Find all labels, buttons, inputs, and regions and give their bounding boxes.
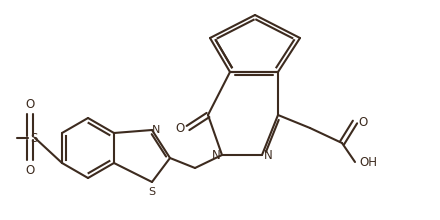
Text: O: O <box>176 121 185 134</box>
Text: S: S <box>30 132 38 145</box>
Text: N: N <box>152 125 160 135</box>
Text: O: O <box>358 116 368 128</box>
Text: S: S <box>148 187 156 197</box>
Text: O: O <box>26 97 35 110</box>
Text: OH: OH <box>359 156 377 169</box>
Text: N: N <box>264 148 272 161</box>
Text: N: N <box>212 148 220 161</box>
Text: O: O <box>26 163 35 176</box>
